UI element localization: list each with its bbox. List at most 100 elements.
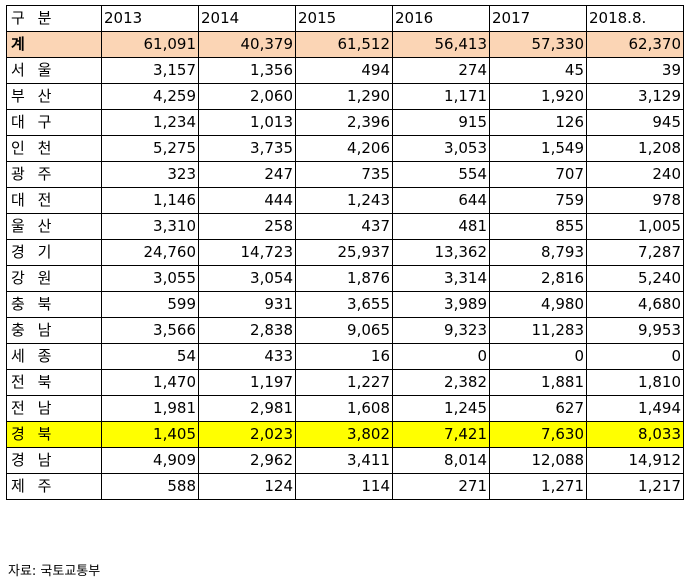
table-row: 강 원 3,055 3,054 1,876 3,314 2,816 5,240 [6, 265, 684, 292]
value-cell: 1,171 [392, 83, 490, 110]
value-cell: 1,217 [586, 473, 684, 500]
value-cell: 588 [101, 473, 199, 500]
value-cell: 4,259 [101, 83, 199, 110]
value-cell: 258 [198, 213, 296, 240]
value-cell: 3,802 [295, 421, 393, 448]
header-cell-category: 구 분 [6, 5, 102, 32]
table-row: 울 산 3,310 258 437 481 855 1,005 [6, 213, 684, 240]
table-row: 전 북 1,470 1,197 1,227 2,382 1,881 1,810 [6, 369, 684, 396]
value-cell: 2,838 [198, 317, 296, 344]
value-cell: 0 [489, 343, 587, 370]
value-cell: 1,920 [489, 83, 587, 110]
value-cell: 12,088 [489, 447, 587, 474]
value-cell: 1,876 [295, 265, 393, 292]
region-cell: 전 북 [6, 369, 102, 396]
value-cell: 4,206 [295, 135, 393, 162]
value-cell: 4,680 [586, 291, 684, 318]
value-cell: 481 [392, 213, 490, 240]
value-cell: 61,091 [101, 31, 199, 58]
region-cell: 전 남 [6, 395, 102, 422]
source-footnote: 자료: 국토교통부 [8, 564, 101, 579]
region-cell: 울 산 [6, 213, 102, 240]
value-cell: 945 [586, 109, 684, 136]
region-cell: 부 산 [6, 83, 102, 110]
value-cell: 1,405 [101, 421, 199, 448]
value-cell: 0 [392, 343, 490, 370]
value-cell: 433 [198, 343, 296, 370]
table-row: 경 기 24,760 14,723 25,937 13,362 8,793 7,287 [6, 239, 684, 266]
region-cell: 대 구 [6, 109, 102, 136]
region-cell: 경 남 [6, 447, 102, 474]
value-cell: 978 [586, 187, 684, 214]
value-cell: 494 [295, 57, 393, 84]
region-cell: 대 전 [6, 187, 102, 214]
value-cell: 1,243 [295, 187, 393, 214]
value-cell: 7,630 [489, 421, 587, 448]
value-cell: 56,413 [392, 31, 490, 58]
region-cell: 서 울 [6, 57, 102, 84]
value-cell: 62,370 [586, 31, 684, 58]
value-cell: 40,379 [198, 31, 296, 58]
value-cell: 3,055 [101, 265, 199, 292]
value-cell: 855 [489, 213, 587, 240]
table-row: 충 남 3,566 2,838 9,065 9,323 11,283 9,953 [6, 317, 684, 344]
value-cell: 8,793 [489, 239, 587, 266]
region-cell: 광 주 [6, 161, 102, 188]
value-cell: 444 [198, 187, 296, 214]
value-cell: 45 [489, 57, 587, 84]
value-cell: 9,323 [392, 317, 490, 344]
region-cell: 제 주 [6, 473, 102, 500]
value-cell: 126 [489, 109, 587, 136]
value-cell: 931 [198, 291, 296, 318]
header-cell-year: 2014 [198, 5, 296, 32]
value-cell: 61,512 [295, 31, 393, 58]
value-cell: 1,470 [101, 369, 199, 396]
table-row: 경 남 4,909 2,962 3,411 8,014 12,088 14,912 [6, 447, 684, 474]
value-cell: 13,362 [392, 239, 490, 266]
region-cell: 충 남 [6, 317, 102, 344]
value-cell: 5,275 [101, 135, 199, 162]
table-row: 세 종 54 433 16 0 0 0 [6, 343, 684, 370]
value-cell: 2,396 [295, 109, 393, 136]
value-cell: 1,146 [101, 187, 199, 214]
value-cell: 240 [586, 161, 684, 188]
value-cell: 24,760 [101, 239, 199, 266]
value-cell: 1,549 [489, 135, 587, 162]
table-row: 인 천 5,275 3,735 4,206 3,053 1,549 1,208 [6, 135, 684, 162]
value-cell: 39 [586, 57, 684, 84]
region-cell: 경 기 [6, 239, 102, 266]
value-cell: 3,989 [392, 291, 490, 318]
value-cell: 707 [489, 161, 587, 188]
value-cell: 759 [489, 187, 587, 214]
value-cell: 1,227 [295, 369, 393, 396]
value-cell: 3,735 [198, 135, 296, 162]
region-cell: 경 북 [6, 421, 102, 448]
value-cell: 4,980 [489, 291, 587, 318]
value-cell: 54 [101, 343, 199, 370]
table-row: 충 북 599 931 3,655 3,989 4,980 4,680 [6, 291, 684, 318]
region-cell: 세 종 [6, 343, 102, 370]
value-cell: 25,937 [295, 239, 393, 266]
header-cell-year: 2017 [489, 5, 587, 32]
value-cell: 1,013 [198, 109, 296, 136]
value-cell: 1,356 [198, 57, 296, 84]
value-cell: 2,962 [198, 447, 296, 474]
value-cell: 554 [392, 161, 490, 188]
value-cell: 3,566 [101, 317, 199, 344]
value-cell: 2,060 [198, 83, 296, 110]
table-row: 전 남 1,981 2,981 1,608 1,245 627 1,494 [6, 395, 684, 422]
table-row: 대 전 1,146 444 1,243 644 759 978 [6, 187, 684, 214]
value-cell: 247 [198, 161, 296, 188]
header-cell-year: 2018.8. [586, 5, 684, 32]
value-cell: 14,912 [586, 447, 684, 474]
value-cell: 644 [392, 187, 490, 214]
table-row: 부 산 4,259 2,060 1,290 1,171 1,920 3,129 [6, 83, 684, 110]
value-cell: 2,023 [198, 421, 296, 448]
value-cell: 4,909 [101, 447, 199, 474]
data-table: 구 분 2013 2014 2015 2016 2017 2018.8. 계 61… [6, 5, 684, 500]
table-row: 대 구 1,234 1,013 2,396 915 126 945 [6, 109, 684, 136]
value-cell: 7,287 [586, 239, 684, 266]
table-row: 광 주 323 247 735 554 707 240 [6, 161, 684, 188]
value-cell: 3,314 [392, 265, 490, 292]
value-cell: 3,157 [101, 57, 199, 84]
